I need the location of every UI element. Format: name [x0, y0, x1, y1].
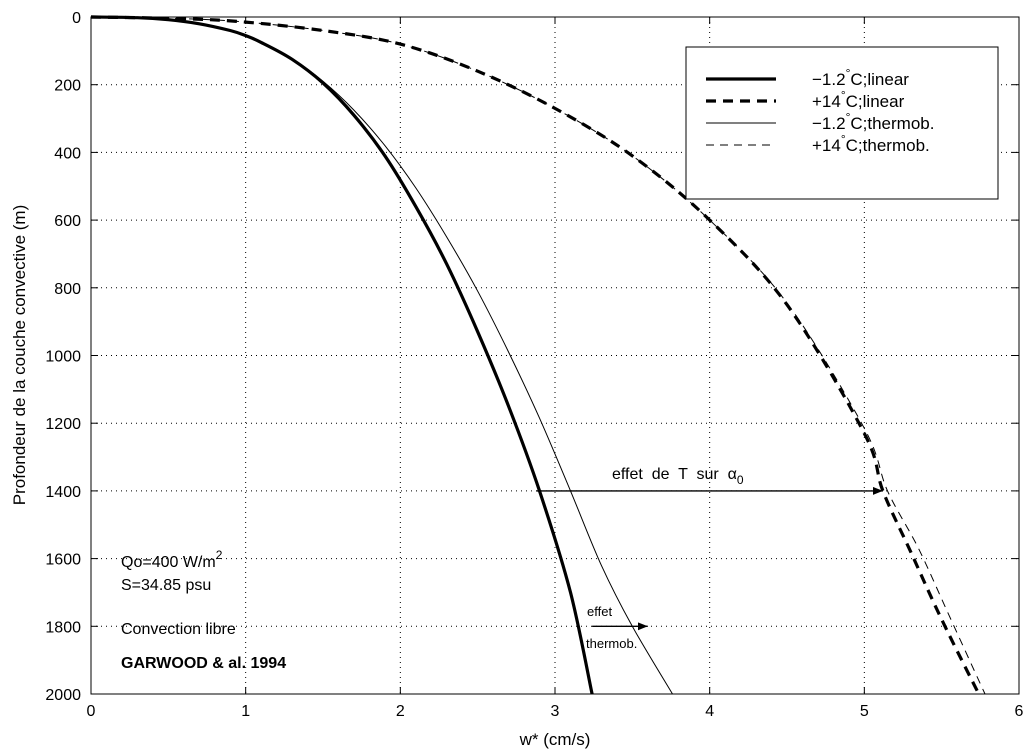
y-tick-label: 1200 [45, 416, 81, 433]
legend-label-value: +14 [812, 136, 841, 155]
alpha-symbol: α [728, 466, 737, 483]
x-axis-label: w* (cm/s) [519, 730, 591, 749]
legend-label-unit: C;thermob. [850, 114, 934, 133]
annotation-thermob-label2: thermob. [586, 636, 637, 651]
salinity-text: S=34.85 psu [121, 577, 211, 594]
x-tick-label: 4 [705, 703, 714, 720]
legend-label: +14°C;thermob. [812, 132, 930, 155]
y-tick-label: 200 [54, 78, 81, 95]
x-tick-label: 6 [1015, 703, 1024, 720]
legend-label-value: −1.2 [812, 114, 846, 133]
x-tick-label: 2 [396, 703, 405, 720]
heat-flux-exponent: 2 [216, 548, 223, 562]
x-tick-label: 3 [551, 703, 560, 720]
x-tick-label: 0 [87, 703, 96, 720]
legend-label-unit: C;linear [850, 70, 909, 89]
y-tick-label: 400 [54, 145, 81, 162]
alpha-subscript: 0 [737, 473, 744, 487]
annotation-alpha-label: effet de T sur α0 [612, 466, 744, 487]
legend-degree-symbol: ° [846, 66, 851, 80]
annotation-thermob-label1: effet [587, 604, 612, 619]
series-line-thick-solid [90, 15, 594, 695]
legend-label: −1.2°C;linear [812, 66, 909, 89]
x-tick-label: 5 [860, 703, 869, 720]
legend-degree-symbol: ° [841, 132, 846, 146]
y-tick-label: 800 [54, 281, 81, 298]
y-tick-label: 1000 [45, 349, 81, 366]
legend-label: +14°C;linear [812, 88, 905, 111]
series-line-thick-dashed [90, 15, 981, 695]
legend-label-unit: C;thermob. [846, 136, 930, 155]
reference-text: GARWOOD & al. 1994 [121, 655, 286, 672]
y-tick-label: 600 [54, 213, 81, 230]
y-tick-label: 2000 [45, 687, 81, 704]
annotation-alpha-effect: effet de T sur α0 [536, 466, 883, 495]
legend-label-unit: C;linear [846, 92, 905, 111]
y-tick-label: 1600 [45, 552, 81, 569]
x-tick-label: 1 [241, 703, 250, 720]
legend-label-value: +14 [812, 92, 841, 111]
y-tick-label: 1400 [45, 484, 81, 501]
regime-text: Convection libre [121, 621, 236, 638]
heat-flux-value: Qo=400 W/m [121, 554, 216, 571]
series-line-thin-dashed [90, 16, 986, 695]
legend-label: −1.2°C;thermob. [812, 110, 934, 133]
ticks: 0 1 2 3 4 5 6 0 200 400 600 800 1000 1200 1400 1600 1800… [45, 10, 1023, 720]
annotation-thermob-effect: effet thermob. [586, 604, 648, 651]
y-tick-label: 0 [72, 10, 81, 27]
legend-degree-symbol: ° [841, 88, 846, 102]
legend-degree-symbol: ° [846, 110, 851, 124]
legend-label-value: −1.2 [812, 70, 846, 89]
y-tick-label: 1800 [45, 619, 81, 636]
y-axis-label: Profondeur de la couche convective (m) [10, 205, 29, 506]
annotation-alpha-text: effet de T sur [612, 466, 728, 483]
legend: −1.2°C;linear+14°C;linear−1.2°C;thermob.… [685, 46, 999, 200]
heat-flux-text: Qo=400 W/m2 [121, 548, 223, 571]
